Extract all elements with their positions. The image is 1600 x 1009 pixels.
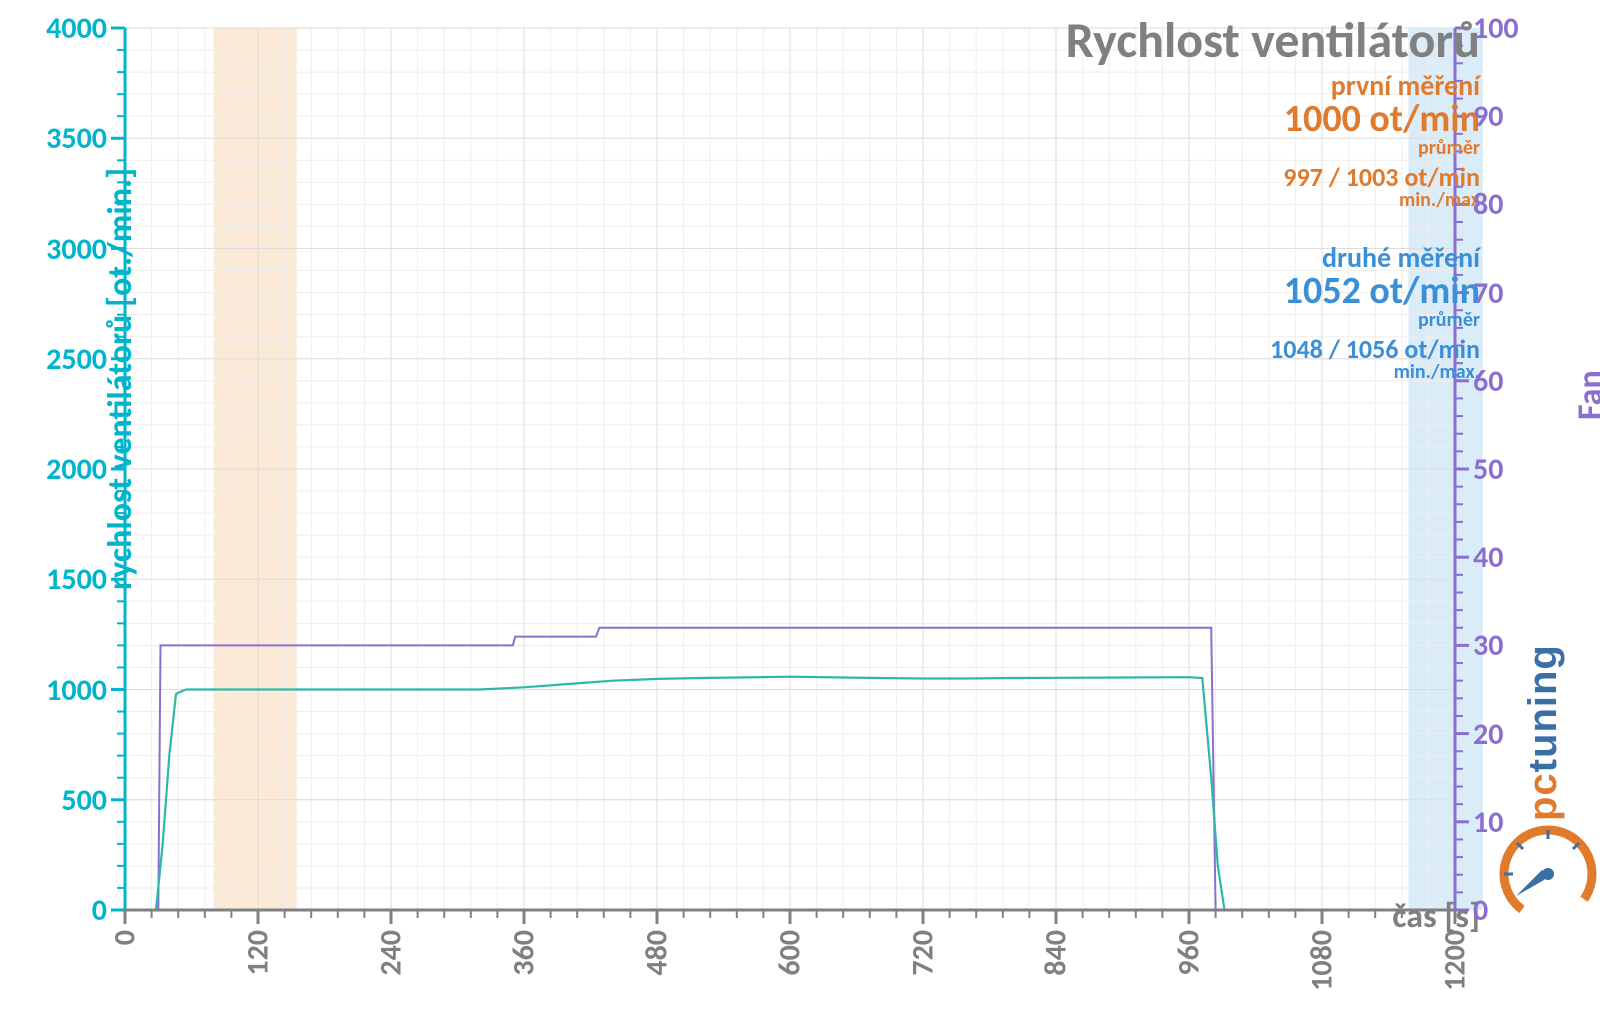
fan-speed-chart: Rychlost ventilátorů rychlost ventilátor… [0,0,1600,1009]
y-left-tick-label: 500 [61,782,107,819]
y-left-tick-label: 3500 [46,120,107,157]
y-right-tick-label: 100 [1473,10,1519,47]
y-right-tick-label: 30 [1473,627,1503,664]
readout2-value: 1052 ot/min [1270,272,1480,310]
y-left-tick-label: 1500 [46,561,107,598]
y-right-tick-label: 20 [1473,716,1503,753]
x-tick-label: 1080 [1304,930,1341,991]
y-left-tick-label: 3000 [46,231,107,268]
readout-second-measurement: druhé měření 1052 ot/min průměr 1048 / 1… [1270,244,1480,382]
y-right-tick-label: 40 [1473,539,1503,576]
readout1-range-label: min./max [1283,190,1480,210]
y-right-tick-label: 80 [1473,186,1503,223]
x-tick-label: 600 [772,930,809,976]
x-tick-label: 0 [107,930,144,945]
y-left-tick-label: 4000 [46,10,107,47]
x-tick-label: 240 [373,930,410,976]
y-right-tick-label: 0 [1473,892,1488,929]
y-left-tick-label: 2500 [46,341,107,378]
y-left-tick-label: 2000 [46,451,107,488]
x-tick-label: 720 [905,930,942,976]
x-tick-label: 840 [1038,930,1075,976]
y-right-tick-label: 50 [1473,451,1503,488]
y-right-axis-label: Fan speed [%] [1570,336,1600,420]
y-left-tick-label: 0 [92,892,107,929]
x-tick-label: 1200 [1437,930,1474,991]
y-right-tick-label: 70 [1473,275,1503,312]
y-right-tick-label: 60 [1473,363,1503,400]
y-right-tick-label: 10 [1473,804,1503,841]
readout-first-measurement: první měření 1000 ot/min průměr 997 / 10… [1283,72,1480,210]
x-tick-label: 960 [1171,930,1208,976]
x-tick-label: 480 [639,930,676,976]
x-tick-label: 120 [240,930,277,976]
pctuning-logo: pctuning [1498,559,1598,929]
svg-text:pctuning: pctuning [1521,644,1565,821]
x-tick-label: 360 [506,930,543,976]
readout1-value: 1000 ot/min [1283,100,1480,138]
y-right-tick-label: 90 [1473,98,1503,135]
readout2-range-label: min./max. [1270,362,1480,382]
y-left-tick-label: 1000 [46,672,107,709]
readout1-range: 997 / 1003 ot/min [1283,164,1480,190]
chart-title: Rychlost ventilátorů [1066,10,1480,71]
readout2-range: 1048 / 1056 ot/min [1270,336,1480,362]
